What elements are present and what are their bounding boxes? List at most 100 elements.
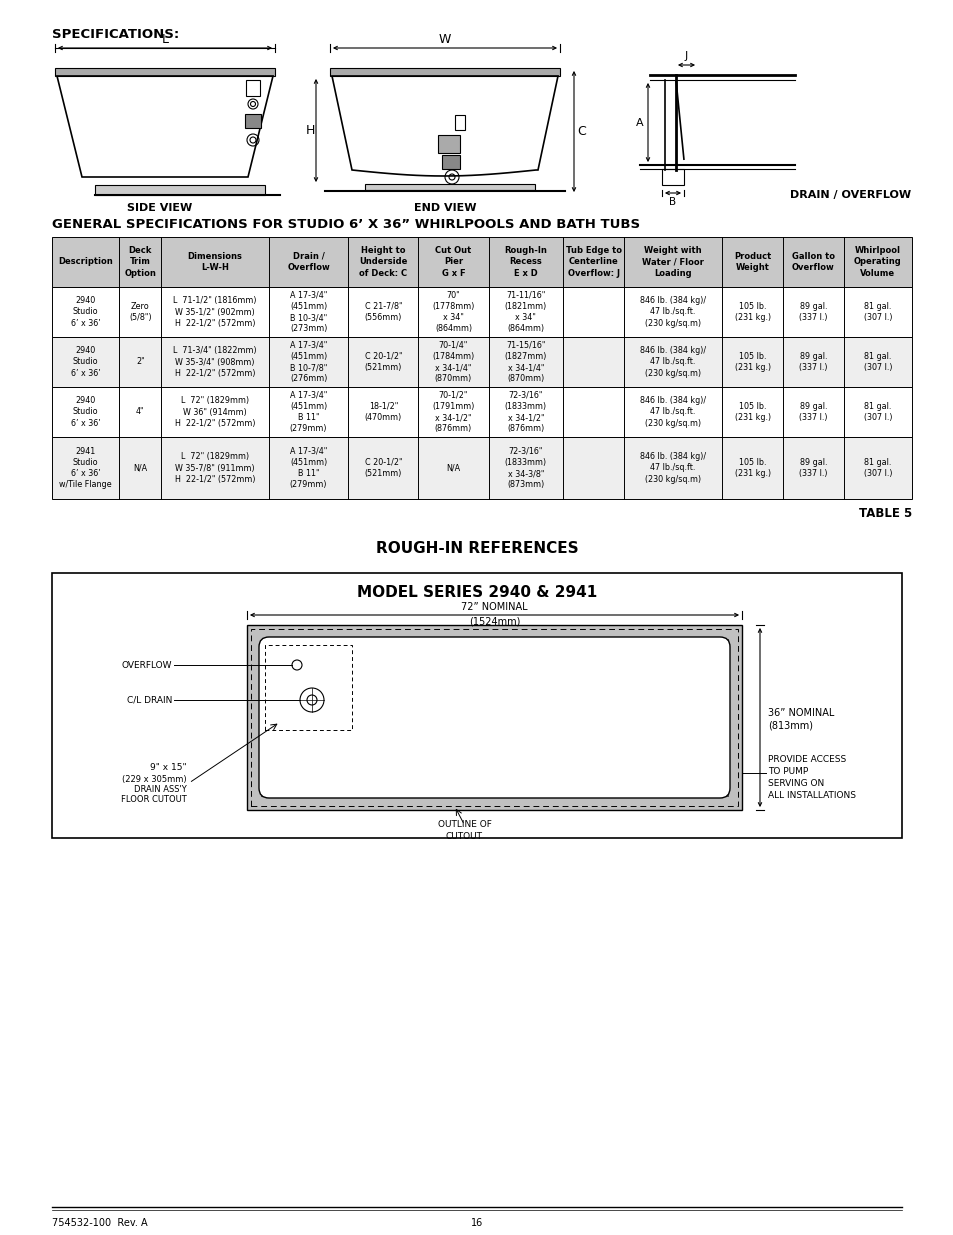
- Text: ALL INSTALLATIONS: ALL INSTALLATIONS: [767, 790, 855, 800]
- Text: L: L: [161, 33, 169, 46]
- Text: Gallon to
Overflow: Gallon to Overflow: [791, 252, 834, 272]
- Text: 36” NOMINAL: 36” NOMINAL: [767, 708, 834, 718]
- Text: Product
Weight: Product Weight: [733, 252, 770, 272]
- Text: 89 gal.
(337 l.): 89 gal. (337 l.): [799, 401, 827, 422]
- Text: 81 gal.
(307 l.): 81 gal. (307 l.): [862, 301, 891, 322]
- Text: 70-1/4"
(1784mm)
x 34-1/4"
(870mm): 70-1/4" (1784mm) x 34-1/4" (870mm): [432, 341, 474, 383]
- Text: A 17-3/4"
(451mm)
B 10-7/8"
(276mm): A 17-3/4" (451mm) B 10-7/8" (276mm): [290, 341, 327, 383]
- Text: 70"
(1778mm)
x 34"
(864mm): 70" (1778mm) x 34" (864mm): [432, 291, 475, 333]
- Text: C 20-1/2"
(521mm): C 20-1/2" (521mm): [364, 458, 402, 478]
- Text: TABLE 5: TABLE 5: [858, 508, 911, 520]
- Bar: [437, 135, 459, 153]
- Bar: [52, 387, 911, 437]
- Text: 846 lb. (384 kg)/
47 lb./sq.ft.
(230 kg/sq.m): 846 lb. (384 kg)/ 47 lb./sq.ft. (230 kg/…: [639, 346, 705, 378]
- Text: 72” NOMINAL: 72” NOMINAL: [460, 601, 527, 613]
- Text: (813mm): (813mm): [767, 720, 812, 730]
- Text: 16: 16: [471, 1218, 482, 1228]
- Text: 754532-100  Rev. A: 754532-100 Rev. A: [52, 1218, 148, 1228]
- Text: SPECIFICATIONS:: SPECIFICATIONS:: [52, 28, 179, 41]
- Text: C 21-7/8"
(556mm): C 21-7/8" (556mm): [364, 301, 402, 322]
- Text: B: B: [669, 198, 676, 207]
- Text: 2": 2": [136, 357, 145, 367]
- Text: 71-11/16"
(1821mm)
x 34"
(864mm): 71-11/16" (1821mm) x 34" (864mm): [504, 291, 546, 333]
- Text: Height to
Underside
of Deck: C: Height to Underside of Deck: C: [359, 247, 407, 278]
- Text: 105 lb.
(231 kg.): 105 lb. (231 kg.): [734, 458, 770, 478]
- Text: 2941
Studio
6’ x 36’
w/Tile Flange: 2941 Studio 6’ x 36’ w/Tile Flange: [59, 447, 112, 489]
- Text: 81 gal.
(307 l.): 81 gal. (307 l.): [862, 401, 891, 422]
- Text: Cut Out
Pier
G x F: Cut Out Pier G x F: [435, 247, 471, 278]
- Text: 9" x 15": 9" x 15": [151, 763, 187, 772]
- Text: W: W: [438, 33, 451, 46]
- Bar: [441, 156, 459, 169]
- FancyBboxPatch shape: [258, 637, 729, 798]
- Bar: [261, 638, 727, 797]
- Text: 2940
Studio
6’ x 36’: 2940 Studio 6’ x 36’: [71, 396, 100, 427]
- Text: A 17-3/4"
(451mm)
B 11"
(279mm): A 17-3/4" (451mm) B 11" (279mm): [290, 447, 327, 489]
- Bar: [246, 80, 260, 96]
- Text: Dimensions
L-W-H: Dimensions L-W-H: [188, 252, 242, 272]
- Text: GENERAL SPECIFICATIONS FOR STUDIO 6’ X 36” WHIRLPOOLS AND BATH TUBS: GENERAL SPECIFICATIONS FOR STUDIO 6’ X 3…: [52, 219, 639, 231]
- Text: CUTOUT: CUTOUT: [446, 832, 482, 841]
- Text: 18-1/2"
(470mm): 18-1/2" (470mm): [364, 401, 401, 422]
- Text: 72-3/16"
(1833mm)
x 34-1/2"
(876mm): 72-3/16" (1833mm) x 34-1/2" (876mm): [504, 390, 546, 433]
- Text: 105 lb.
(231 kg.): 105 lb. (231 kg.): [734, 301, 770, 322]
- Text: 71-15/16"
(1827mm)
x 34-1/4"
(870mm): 71-15/16" (1827mm) x 34-1/4" (870mm): [504, 341, 547, 383]
- Text: N/A: N/A: [446, 463, 460, 473]
- Text: C 20-1/2"
(521mm): C 20-1/2" (521mm): [364, 352, 402, 372]
- Text: END VIEW: END VIEW: [414, 203, 476, 212]
- Text: A 17-3/4"
(451mm)
B 10-3/4"
(273mm): A 17-3/4" (451mm) B 10-3/4" (273mm): [290, 291, 327, 333]
- Text: Zero
(5/8"): Zero (5/8"): [129, 301, 152, 322]
- Bar: [251, 629, 738, 806]
- Text: 846 lb. (384 kg)/
47 lb./sq.ft.
(230 kg/sq.m): 846 lb. (384 kg)/ 47 lb./sq.ft. (230 kg/…: [639, 452, 705, 484]
- Bar: [52, 337, 911, 387]
- Text: OUTLINE OF: OUTLINE OF: [437, 820, 491, 829]
- Text: L  72" (1829mm)
W 36" (914mm)
H  22-1/2" (572mm): L 72" (1829mm) W 36" (914mm) H 22-1/2" (…: [174, 396, 255, 427]
- Text: (229 x 305mm): (229 x 305mm): [122, 776, 187, 784]
- Text: 846 lb. (384 kg)/
47 lb./sq.ft.
(230 kg/sq.m): 846 lb. (384 kg)/ 47 lb./sq.ft. (230 kg/…: [639, 396, 705, 427]
- Bar: [52, 573, 901, 839]
- Bar: [455, 115, 464, 130]
- Text: 2940
Studio
6’ x 36’: 2940 Studio 6’ x 36’: [71, 346, 100, 378]
- Text: ROUGH-IN REFERENCES: ROUGH-IN REFERENCES: [375, 541, 578, 556]
- Bar: [52, 437, 911, 499]
- Text: SIDE VIEW: SIDE VIEW: [128, 203, 193, 212]
- Text: Whirlpool
Operating
Volume: Whirlpool Operating Volume: [853, 247, 901, 278]
- Text: Rough-In
Recess
E x D: Rough-In Recess E x D: [504, 247, 547, 278]
- Text: N/A: N/A: [133, 463, 148, 473]
- Text: A: A: [636, 117, 643, 127]
- Text: A 17-3/4"
(451mm)
B 11"
(279mm): A 17-3/4" (451mm) B 11" (279mm): [290, 390, 327, 433]
- Text: 89 gal.
(337 l.): 89 gal. (337 l.): [799, 352, 827, 372]
- Bar: [245, 114, 261, 128]
- Text: DRAIN / OVERFLOW: DRAIN / OVERFLOW: [789, 190, 910, 200]
- Text: 72-3/16"
(1833mm)
x 34-3/8"
(873mm): 72-3/16" (1833mm) x 34-3/8" (873mm): [504, 447, 546, 489]
- Text: MODEL SERIES 2940 & 2941: MODEL SERIES 2940 & 2941: [356, 585, 597, 600]
- Text: 105 lb.
(231 kg.): 105 lb. (231 kg.): [734, 401, 770, 422]
- Text: Description: Description: [58, 258, 112, 267]
- Text: FLOOR CUTOUT: FLOOR CUTOUT: [121, 795, 187, 804]
- Text: (1524mm): (1524mm): [468, 618, 519, 627]
- Text: L  71-3/4" (1822mm)
W 35-3/4" (908mm)
H  22-1/2" (572mm): L 71-3/4" (1822mm) W 35-3/4" (908mm) H 2…: [173, 346, 256, 378]
- Text: 846 lb. (384 kg)/
47 lb./sq.ft.
(230 kg/sq.m): 846 lb. (384 kg)/ 47 lb./sq.ft. (230 kg/…: [639, 296, 705, 327]
- Bar: [661, 169, 683, 185]
- Text: L  72" (1829mm)
W 35-7/8" (911mm)
H  22-1/2" (572mm): L 72" (1829mm) W 35-7/8" (911mm) H 22-1/…: [174, 452, 255, 484]
- Text: SERVING ON: SERVING ON: [767, 779, 823, 788]
- Bar: [265, 645, 352, 730]
- Bar: [330, 68, 559, 77]
- Text: Deck
Trim
Option: Deck Trim Option: [124, 247, 156, 278]
- Text: 89 gal.
(337 l.): 89 gal. (337 l.): [799, 301, 827, 322]
- Text: 89 gal.
(337 l.): 89 gal. (337 l.): [799, 458, 827, 478]
- Text: 2940
Studio
6’ x 36’: 2940 Studio 6’ x 36’: [71, 296, 100, 327]
- Bar: [365, 184, 535, 190]
- Text: J: J: [684, 51, 687, 61]
- Text: 105 lb.
(231 kg.): 105 lb. (231 kg.): [734, 352, 770, 372]
- Text: L  71-1/2" (1816mm)
W 35-1/2" (902mm)
H  22-1/2" (572mm): L 71-1/2" (1816mm) W 35-1/2" (902mm) H 2…: [173, 296, 256, 327]
- Text: 70-1/2"
(1791mm)
x 34-1/2"
(876mm): 70-1/2" (1791mm) x 34-1/2" (876mm): [432, 390, 475, 433]
- Text: PROVIDE ACCESS: PROVIDE ACCESS: [767, 755, 845, 764]
- Text: 81 gal.
(307 l.): 81 gal. (307 l.): [862, 352, 891, 372]
- Bar: [55, 68, 274, 77]
- Text: DRAIN ASS'Y: DRAIN ASS'Y: [134, 785, 187, 794]
- Text: Weight with
Water / Floor
Loading: Weight with Water / Floor Loading: [641, 247, 703, 278]
- Bar: [52, 287, 911, 337]
- Text: Tub Edge to
Centerline
Overflow: J: Tub Edge to Centerline Overflow: J: [565, 247, 621, 278]
- Text: OVERFLOW: OVERFLOW: [121, 661, 172, 669]
